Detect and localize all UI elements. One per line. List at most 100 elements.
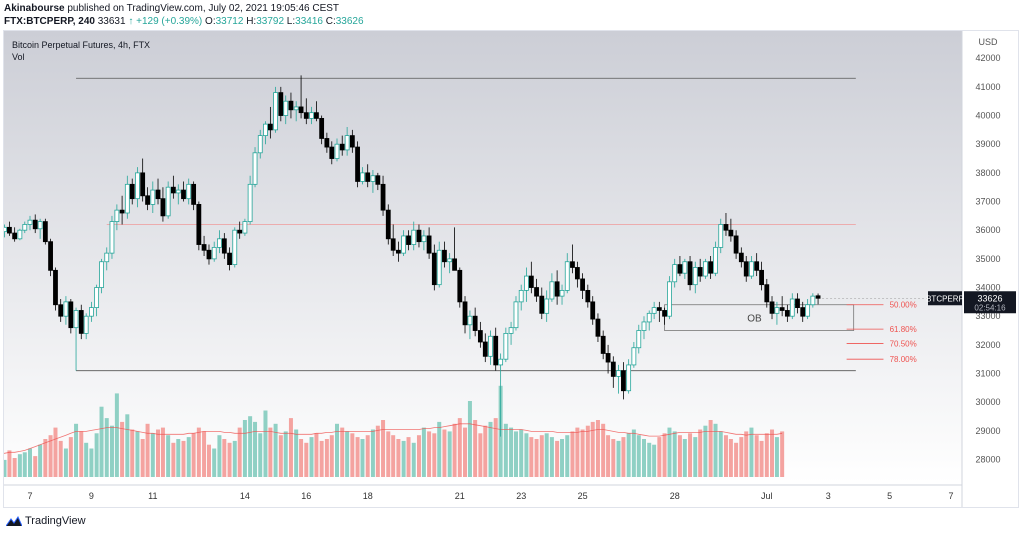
volume-bar <box>488 421 493 477</box>
candle-body <box>610 361 616 377</box>
candle-body <box>150 189 156 205</box>
volume-bar <box>437 421 442 477</box>
volume-bar <box>278 435 283 477</box>
chart-background <box>4 31 962 483</box>
volume-bar <box>227 442 232 477</box>
candle-body <box>554 281 560 297</box>
volume-bar <box>68 437 73 477</box>
candle-body <box>124 183 130 214</box>
candle-body <box>27 219 33 225</box>
candle-body <box>380 183 386 211</box>
volume-bar <box>273 423 278 477</box>
volume-bar <box>647 442 652 477</box>
volume-bar <box>457 418 462 477</box>
volume-bar <box>595 420 600 477</box>
y-tick-label: 38000 <box>975 168 1000 178</box>
volume-bar <box>749 427 754 477</box>
candle-body <box>232 229 238 265</box>
volume-bar <box>503 423 508 477</box>
chart-pane[interactable]: USD 42000 41000 40000 39000 38000 37000 36000 35… <box>3 30 1019 508</box>
volume-bar <box>309 437 314 477</box>
candle-body <box>191 183 197 205</box>
volume-bar <box>754 435 759 477</box>
candle-body <box>477 330 483 343</box>
candle-body <box>795 298 800 309</box>
volume-bar <box>560 439 565 477</box>
candle-body <box>181 189 186 200</box>
volume-bar <box>672 431 677 477</box>
volume-bar <box>212 448 217 477</box>
x-tick-label: 7 <box>948 491 953 501</box>
volume-bar <box>176 439 181 477</box>
price-tag-value: 33626 <box>977 293 1002 303</box>
candle-body <box>733 235 739 254</box>
volume-bar <box>150 433 155 477</box>
volume-bar <box>319 440 324 477</box>
volume-bar <box>74 423 79 477</box>
volume-bar <box>63 448 68 477</box>
publish-header: Akinabourse published on TradingView.com… <box>0 0 1024 30</box>
author-name[interactable]: Akinabourse <box>4 3 65 14</box>
candle-body <box>493 335 499 366</box>
tradingview-logo-icon[interactable] <box>6 516 22 526</box>
candle-body <box>800 307 806 317</box>
volume-bar <box>703 425 708 477</box>
candle-body <box>104 252 110 263</box>
volume-bar <box>360 439 365 477</box>
candle-body <box>436 249 442 286</box>
volume-bar <box>770 429 775 477</box>
candle-body <box>48 241 53 271</box>
candle-body <box>703 261 708 277</box>
volume-bar <box>467 401 472 477</box>
candle-body <box>237 229 243 234</box>
volume-bar <box>411 442 416 477</box>
price-tag-box <box>964 291 1016 314</box>
volume-bar <box>780 431 785 477</box>
volume-bar <box>626 433 631 477</box>
candle-body <box>667 281 672 317</box>
volume-bar <box>7 450 12 477</box>
x-tick-label: 25 <box>578 491 588 501</box>
x-tick-label: 18 <box>363 491 373 501</box>
tradingview-brand[interactable]: TradingView <box>25 515 86 527</box>
volume-bar <box>713 423 718 477</box>
volume-bar <box>483 425 488 477</box>
volume-bar <box>345 431 350 477</box>
candle-body <box>267 123 273 131</box>
candle-body <box>319 118 325 139</box>
volume-bar <box>452 423 457 477</box>
candle-body <box>22 224 28 231</box>
volume-bar <box>48 435 53 477</box>
candle-body <box>421 235 427 243</box>
candle-body <box>708 261 714 274</box>
candle-body <box>462 301 468 326</box>
candle-body <box>621 370 626 392</box>
fib-level-label: 50.00% <box>890 301 917 310</box>
volume-bar <box>329 435 334 477</box>
candle-body <box>718 224 724 248</box>
volume-bar <box>652 444 657 477</box>
candle-body <box>211 246 217 260</box>
candle-body <box>528 275 534 288</box>
volume-bar <box>304 442 309 477</box>
volume-bar <box>509 427 514 477</box>
candle-body <box>129 183 135 200</box>
volume-bar <box>442 429 447 477</box>
volume-bar <box>698 429 703 477</box>
candle-body <box>247 183 253 222</box>
ohlc-low-label: L: <box>286 16 296 27</box>
candlestick-chart[interactable]: USD4200041000400003900038000370003600035… <box>4 31 1018 507</box>
candle-body <box>743 261 749 277</box>
candle-body <box>651 307 657 314</box>
volume-bar <box>642 439 646 477</box>
symbol-tag-label: BTCPERP <box>926 294 964 303</box>
last-price: 33631 <box>97 16 126 27</box>
candle-body <box>672 264 678 283</box>
candle-body <box>518 289 524 303</box>
candle-body <box>682 261 688 274</box>
candle-body <box>677 264 683 274</box>
y-tick-label: 33000 <box>975 311 1000 321</box>
candle-body <box>636 330 642 349</box>
volume-bar <box>667 427 672 477</box>
candle-body <box>355 146 360 182</box>
